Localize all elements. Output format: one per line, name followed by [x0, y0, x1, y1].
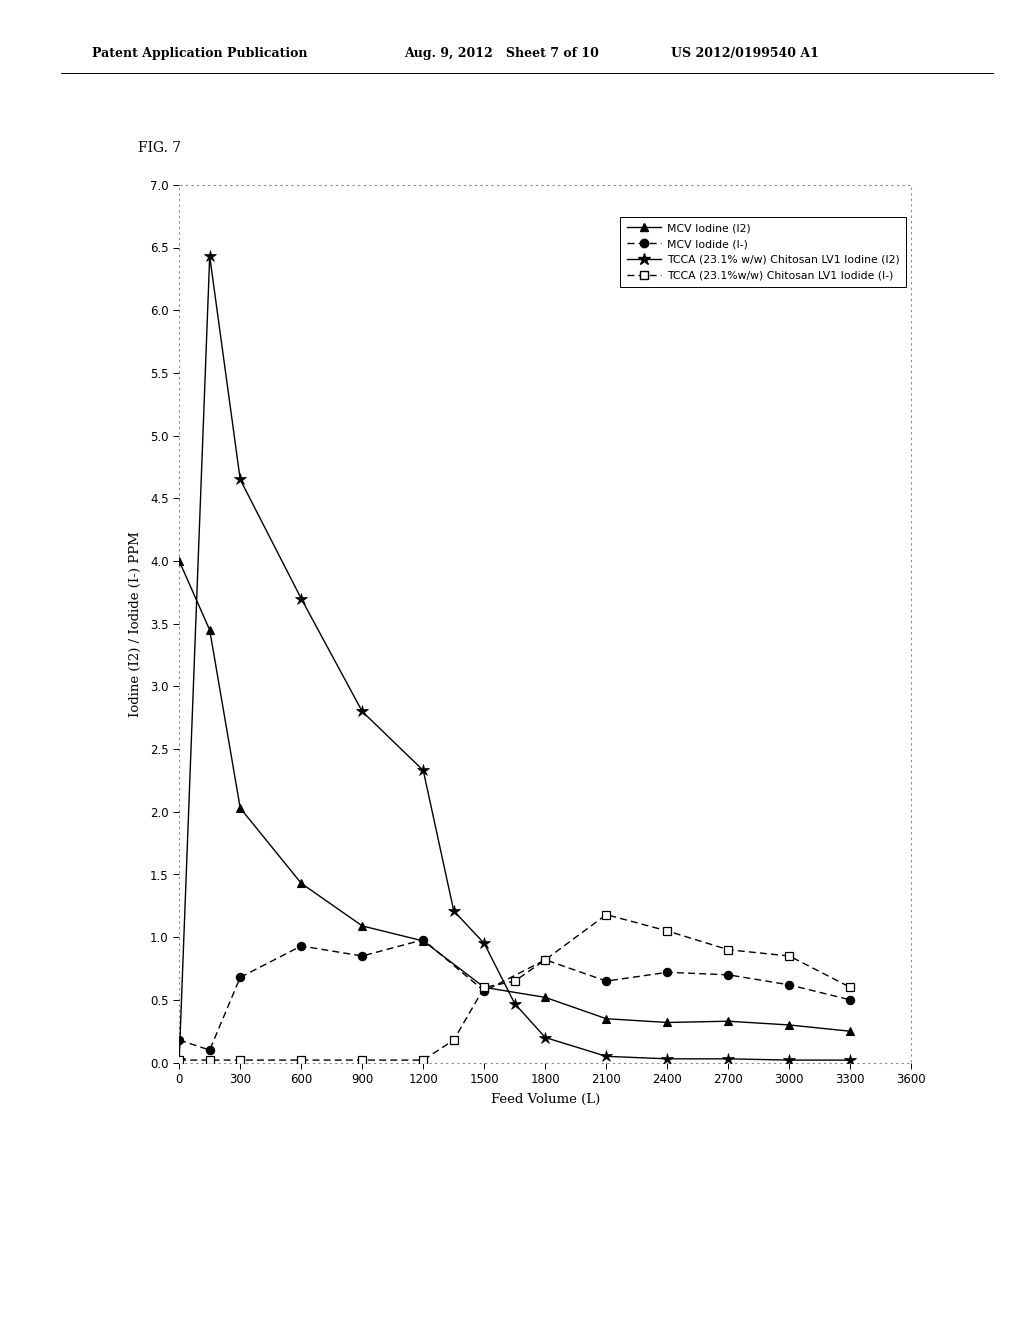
- MCV Iodine (I2): [844, 1023, 856, 1039]
- MCV Iodide (I-): [539, 952, 551, 968]
- MCV Iodine (I2): [417, 933, 429, 949]
- TCCA (23.1% w/w) Chitosan LV1 Iodine (I2): [417, 763, 429, 779]
- MCV Iodine (I2): [662, 1015, 674, 1031]
- MCV Iodide (I-): [204, 1043, 216, 1059]
- Bar: [179, 185, 911, 1063]
- TCCA (23.1%w/w) Chitosan LV1 Iodide (I-): [234, 1052, 247, 1068]
- MCV Iodine (I2): [539, 990, 551, 1006]
- MCV Iodide (I-): [844, 993, 856, 1008]
- MCV Iodine (I2): [783, 1016, 796, 1032]
- MCV Iodine (I2): [234, 800, 247, 816]
- Legend: MCV Iodine (I2), MCV Iodide (I-), TCCA (23.1% w/w) Chitosan LV1 Iodine (I2), TCC: MCV Iodine (I2), MCV Iodide (I-), TCCA (…: [621, 216, 906, 288]
- TCCA (23.1% w/w) Chitosan LV1 Iodine (I2): [234, 471, 247, 487]
- TCCA (23.1% w/w) Chitosan LV1 Iodine (I2): [447, 903, 460, 919]
- TCCA (23.1% w/w) Chitosan LV1 Iodine (I2): [356, 704, 369, 719]
- MCV Iodide (I-): [478, 983, 490, 999]
- TCCA (23.1% w/w) Chitosan LV1 Iodine (I2): [478, 936, 490, 952]
- TCCA (23.1%w/w) Chitosan LV1 Iodide (I-): [295, 1052, 307, 1068]
- Text: US 2012/0199540 A1: US 2012/0199540 A1: [671, 46, 818, 59]
- TCCA (23.1%w/w) Chitosan LV1 Iodide (I-): [539, 952, 551, 968]
- TCCA (23.1%w/w) Chitosan LV1 Iodide (I-): [173, 1052, 185, 1068]
- TCCA (23.1%w/w) Chitosan LV1 Iodide (I-): [447, 1032, 460, 1048]
- MCV Iodine (I2): [204, 622, 216, 638]
- TCCA (23.1%w/w) Chitosan LV1 Iodide (I-): [509, 973, 521, 989]
- TCCA (23.1%w/w) Chitosan LV1 Iodide (I-): [844, 979, 856, 995]
- TCCA (23.1% w/w) Chitosan LV1 Iodine (I2): [722, 1051, 734, 1067]
- TCCA (23.1% w/w) Chitosan LV1 Iodine (I2): [844, 1052, 856, 1068]
- MCV Iodine (I2): [295, 875, 307, 891]
- MCV Iodide (I-): [662, 965, 674, 981]
- TCCA (23.1%w/w) Chitosan LV1 Iodide (I-): [204, 1052, 216, 1068]
- MCV Iodide (I-): [295, 939, 307, 954]
- Line: TCCA (23.1%w/w) Chitosan LV1 Iodide (I-): TCCA (23.1%w/w) Chitosan LV1 Iodide (I-): [175, 911, 854, 1064]
- MCV Iodide (I-): [173, 1032, 185, 1048]
- TCCA (23.1%w/w) Chitosan LV1 Iodide (I-): [722, 942, 734, 958]
- MCV Iodide (I-): [417, 932, 429, 948]
- TCCA (23.1% w/w) Chitosan LV1 Iodine (I2): [783, 1052, 796, 1068]
- TCCA (23.1% w/w) Chitosan LV1 Iodine (I2): [539, 1030, 551, 1045]
- MCV Iodine (I2): [722, 1014, 734, 1030]
- MCV Iodide (I-): [356, 948, 369, 964]
- MCV Iodine (I2): [356, 917, 369, 933]
- Text: FIG. 7: FIG. 7: [138, 141, 181, 154]
- TCCA (23.1% w/w) Chitosan LV1 Iodine (I2): [295, 590, 307, 606]
- MCV Iodide (I-): [600, 973, 612, 989]
- TCCA (23.1%w/w) Chitosan LV1 Iodide (I-): [417, 1052, 429, 1068]
- MCV Iodine (I2): [173, 553, 185, 569]
- TCCA (23.1%w/w) Chitosan LV1 Iodide (I-): [478, 979, 490, 995]
- X-axis label: Feed Volume (L): Feed Volume (L): [490, 1093, 600, 1106]
- TCCA (23.1%w/w) Chitosan LV1 Iodide (I-): [356, 1052, 369, 1068]
- Text: Aug. 9, 2012   Sheet 7 of 10: Aug. 9, 2012 Sheet 7 of 10: [404, 46, 599, 59]
- TCCA (23.1% w/w) Chitosan LV1 Iodine (I2): [600, 1048, 612, 1064]
- TCCA (23.1% w/w) Chitosan LV1 Iodine (I2): [173, 1052, 185, 1068]
- Line: TCCA (23.1% w/w) Chitosan LV1 Iodine (I2): TCCA (23.1% w/w) Chitosan LV1 Iodine (I2…: [173, 249, 857, 1067]
- Line: MCV Iodide (I-): MCV Iodide (I-): [175, 936, 854, 1055]
- MCV Iodide (I-): [722, 966, 734, 982]
- MCV Iodine (I2): [478, 979, 490, 995]
- Line: MCV Iodine (I2): MCV Iodine (I2): [175, 557, 854, 1035]
- TCCA (23.1%w/w) Chitosan LV1 Iodide (I-): [783, 948, 796, 964]
- MCV Iodide (I-): [234, 969, 247, 985]
- Y-axis label: Iodine (I2) / Iodide (I-) PPM: Iodine (I2) / Iodide (I-) PPM: [129, 531, 142, 717]
- Text: Patent Application Publication: Patent Application Publication: [92, 46, 307, 59]
- MCV Iodine (I2): [600, 1011, 612, 1027]
- TCCA (23.1%w/w) Chitosan LV1 Iodide (I-): [662, 923, 674, 939]
- TCCA (23.1% w/w) Chitosan LV1 Iodine (I2): [509, 995, 521, 1011]
- TCCA (23.1% w/w) Chitosan LV1 Iodine (I2): [204, 248, 216, 264]
- MCV Iodide (I-): [783, 977, 796, 993]
- TCCA (23.1%w/w) Chitosan LV1 Iodide (I-): [600, 907, 612, 923]
- TCCA (23.1% w/w) Chitosan LV1 Iodine (I2): [662, 1051, 674, 1067]
